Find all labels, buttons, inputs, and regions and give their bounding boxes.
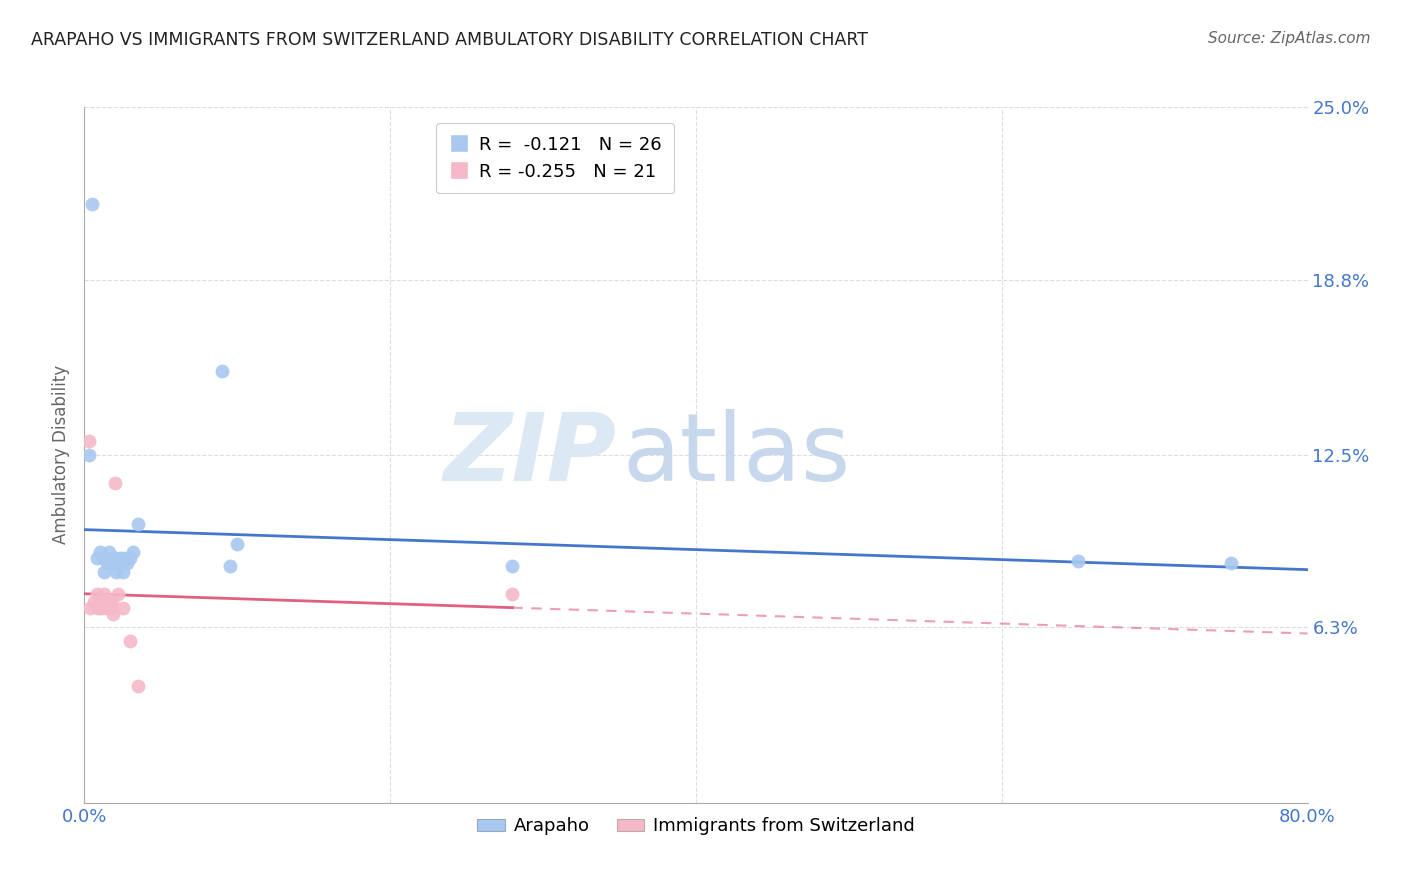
Text: ARAPAHO VS IMMIGRANTS FROM SWITZERLAND AMBULATORY DISABILITY CORRELATION CHART: ARAPAHO VS IMMIGRANTS FROM SWITZERLAND A… — [31, 31, 868, 49]
Point — [89, 595, 111, 609]
Point — [93, 587, 115, 601]
Point — [90, 601, 112, 615]
Point — [96, 557, 118, 571]
Point — [103, 607, 125, 621]
Point — [1220, 557, 1243, 571]
Point — [97, 592, 120, 607]
Point — [122, 545, 145, 559]
Point — [502, 587, 524, 601]
Point — [105, 565, 128, 579]
Point — [96, 601, 118, 615]
Point — [79, 601, 101, 615]
Point — [107, 557, 129, 571]
Point — [104, 475, 127, 490]
Legend: Arapaho, Immigrants from Switzerland: Arapaho, Immigrants from Switzerland — [470, 810, 922, 842]
Point — [108, 550, 131, 565]
Point — [87, 601, 110, 615]
Text: ZIP: ZIP — [443, 409, 616, 501]
Point — [111, 601, 134, 615]
Point — [103, 557, 125, 571]
Point — [77, 448, 100, 462]
Point — [101, 550, 124, 565]
Point — [104, 550, 127, 565]
Y-axis label: Ambulatory Disability: Ambulatory Disability — [52, 366, 70, 544]
Point — [120, 634, 142, 648]
Point — [226, 537, 249, 551]
Point — [80, 197, 103, 211]
Point — [127, 679, 149, 693]
Point — [83, 595, 105, 609]
Point — [107, 587, 129, 601]
Point — [98, 601, 121, 615]
Point — [112, 550, 135, 565]
Text: atlas: atlas — [623, 409, 851, 501]
Point — [1067, 554, 1090, 568]
Point — [86, 587, 108, 601]
Point — [111, 565, 134, 579]
Point — [101, 595, 124, 609]
Point — [86, 550, 108, 565]
Point — [127, 517, 149, 532]
Point — [93, 565, 115, 579]
Point — [94, 595, 117, 609]
Point — [502, 559, 524, 574]
Point — [77, 434, 100, 448]
Point — [211, 364, 233, 378]
Point — [91, 550, 114, 565]
Point — [91, 592, 114, 607]
Point — [115, 557, 138, 571]
Point — [218, 559, 240, 574]
Text: Source: ZipAtlas.com: Source: ZipAtlas.com — [1208, 31, 1371, 46]
Point — [120, 550, 142, 565]
Point — [89, 545, 111, 559]
Point — [97, 545, 120, 559]
